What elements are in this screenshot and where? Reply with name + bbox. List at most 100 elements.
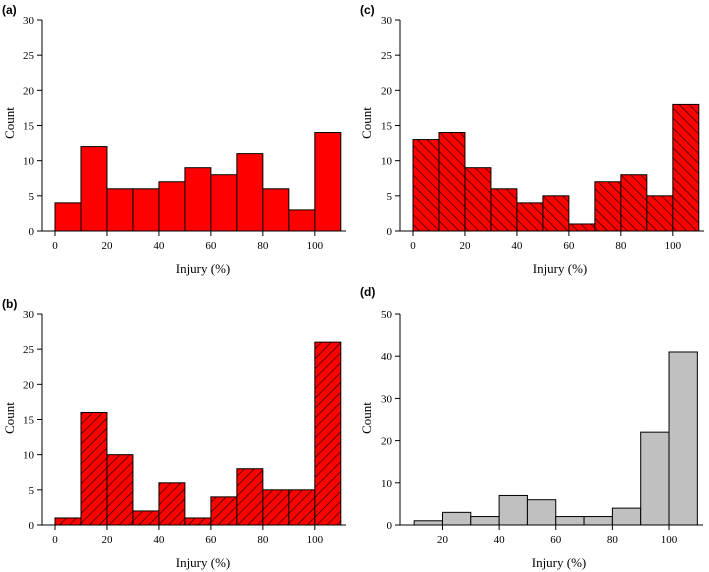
- bar-a-90: [288, 209, 316, 232]
- y-tick-label-a-30: 30: [23, 15, 35, 27]
- x-axis-title-c: Injury (%): [533, 261, 588, 276]
- x-tick-label-b-80: 80: [257, 534, 269, 546]
- y-tick-label-c-0: 0: [387, 226, 393, 238]
- bar-d-60: [555, 516, 585, 526]
- bar-a-10: [80, 146, 108, 232]
- y-tick-label-d-20: 20: [381, 436, 393, 448]
- bar-c-20: [464, 167, 492, 232]
- bar-d-80: [611, 507, 642, 526]
- x-tick-label-c-100: 100: [665, 240, 682, 252]
- bar-a-0: [54, 202, 82, 232]
- x-tick-label-c-0: 0: [410, 240, 416, 252]
- bar-b-100: [314, 341, 342, 526]
- x-tick-label-c-40: 40: [511, 240, 523, 252]
- y-tick-label-a-5: 5: [29, 191, 35, 203]
- y-tick-label-b-30: 30: [23, 309, 35, 321]
- bar-c-80: [620, 174, 648, 232]
- bar-d-100: [668, 351, 698, 526]
- x-axis-title-b: Injury (%): [176, 555, 231, 570]
- bar-d-70: [583, 516, 613, 526]
- y-tick-label-a-10: 10: [23, 156, 35, 168]
- x-tick-label-d-60: 60: [550, 534, 562, 546]
- y-tick-label-d-50: 50: [381, 309, 393, 321]
- bar-b-60: [210, 496, 238, 526]
- y-tick-label-c-5: 5: [387, 191, 393, 203]
- x-tick-label-a-0: 0: [52, 240, 58, 252]
- y-tick-label-a-25: 25: [23, 50, 35, 62]
- bar-b-20: [106, 454, 134, 526]
- bar-b-70: [236, 468, 264, 526]
- y-tick-label-d-40: 40: [381, 351, 393, 363]
- y-tick-label-c-15: 15: [381, 121, 393, 133]
- bar-d-40: [498, 494, 528, 526]
- y-tick-label-b-20: 20: [23, 379, 35, 391]
- x-tick-label-b-40: 40: [153, 534, 165, 546]
- y-axis-title-c: Count: [359, 107, 374, 139]
- y-tick-label-c-30: 30: [381, 15, 393, 27]
- x-tick-label-b-60: 60: [205, 534, 217, 546]
- x-tick-label-d-80: 80: [607, 534, 619, 546]
- panel-label-d: (d): [360, 285, 375, 299]
- bar-d-10: [413, 520, 443, 526]
- x-tick-label-d-100: 100: [661, 534, 678, 546]
- y-tick-label-a-20: 20: [23, 85, 35, 97]
- bar-c-60: [568, 223, 596, 232]
- bar-d-30: [470, 516, 500, 526]
- y-tick-label-b-0: 0: [29, 520, 35, 532]
- bar-c-70: [594, 181, 622, 232]
- bar-a-50: [184, 167, 212, 232]
- bar-a-70: [236, 153, 264, 232]
- panel-b: (b) Count Injury (%) 0 5 10 15 20 25 30 0 20 40 60…: [2, 297, 346, 570]
- bar-a-60: [210, 174, 238, 232]
- y-axis-title-b: Count: [2, 402, 17, 434]
- y-tick-label-b-5: 5: [29, 485, 35, 497]
- x-tick-label-d-40: 40: [494, 534, 506, 546]
- x-tick-label-c-20: 20: [459, 240, 471, 252]
- bar-a-80: [262, 188, 290, 232]
- x-tick-label-c-80: 80: [615, 240, 627, 252]
- x-tick-label-b-20: 20: [101, 534, 113, 546]
- bar-b-90: [288, 489, 316, 526]
- bar-c-50: [542, 195, 570, 232]
- y-tick-label-d-0: 0: [387, 520, 393, 532]
- x-tick-label-a-60: 60: [205, 240, 217, 252]
- bar-a-100: [314, 132, 342, 232]
- x-tick-label-b-100: 100: [307, 534, 324, 546]
- bar-d-50: [526, 499, 557, 526]
- bar-c-90: [646, 195, 674, 232]
- y-tick-label-d-10: 10: [381, 478, 393, 490]
- bar-b-10: [80, 411, 108, 526]
- x-axis-title-d: Injury (%): [532, 555, 587, 570]
- x-tick-label-a-20: 20: [101, 240, 113, 252]
- bar-c-10: [438, 132, 466, 232]
- x-tick-label-a-100: 100: [307, 240, 324, 252]
- y-tick-label-c-20: 20: [381, 85, 393, 97]
- bar-d-90: [640, 431, 670, 526]
- y-tick-label-a-15: 15: [23, 121, 35, 133]
- bar-a-30: [132, 188, 160, 232]
- x-tick-label-a-40: 40: [153, 240, 165, 252]
- panel-label-a: (a): [2, 3, 17, 17]
- x-tick-label-a-80: 80: [257, 240, 269, 252]
- y-tick-label-a-0: 0: [29, 226, 35, 238]
- bar-b-50: [184, 517, 212, 526]
- y-tick-label-b-25: 25: [23, 344, 35, 356]
- bar-a-20: [106, 188, 134, 232]
- bar-c-30: [490, 188, 518, 232]
- y-axis-title-a: Count: [2, 107, 17, 139]
- y-tick-label-c-10: 10: [381, 156, 393, 168]
- bar-c-100: [672, 103, 700, 232]
- panel-label-b: (b): [2, 297, 17, 311]
- bar-d-20: [441, 511, 472, 526]
- y-tick-label-c-25: 25: [381, 50, 393, 62]
- bar-c-40: [516, 202, 544, 232]
- bar-c-0: [412, 139, 440, 232]
- bar-b-40: [158, 482, 186, 526]
- bar-b-0: [54, 517, 82, 526]
- panel-label-c: (c): [360, 3, 375, 17]
- panel-c: (c) Count Injury (%) 0 5 10 15 20 25 30 0 20 40 60…: [359, 3, 704, 276]
- y-tick-label-b-15: 15: [23, 415, 35, 427]
- x-tick-label-c-60: 60: [563, 240, 575, 252]
- bar-b-30: [132, 510, 160, 526]
